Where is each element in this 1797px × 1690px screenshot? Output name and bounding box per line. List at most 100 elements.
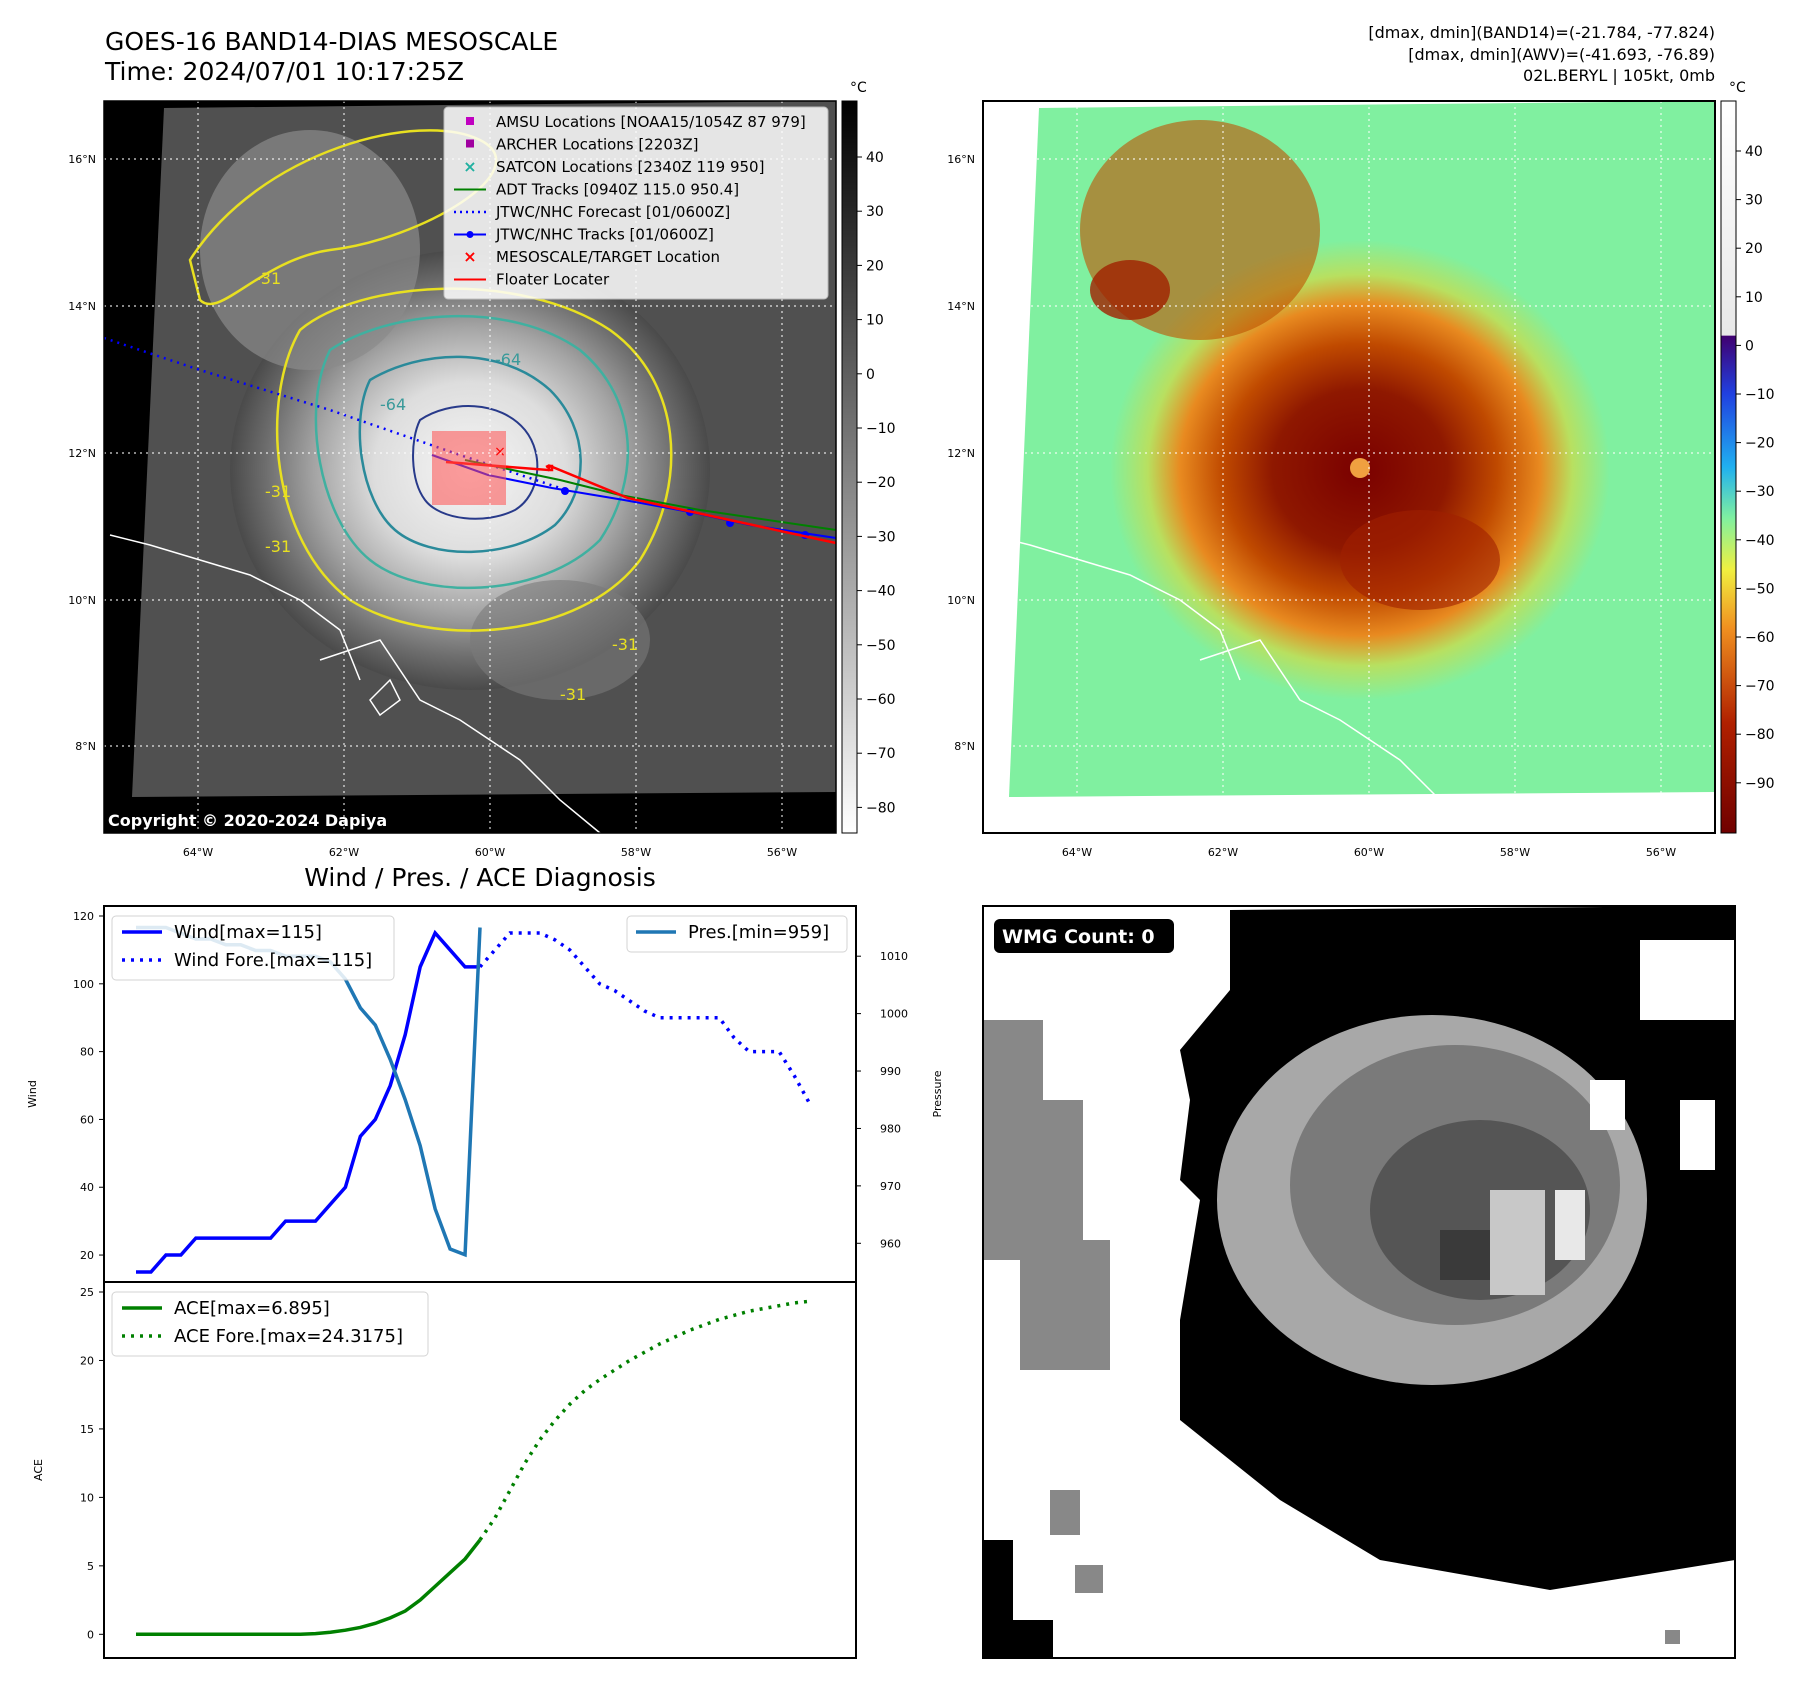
colorbar-tick-label: −70	[1745, 679, 1775, 695]
colorbar-tick-label: 30	[1745, 193, 1763, 209]
series-line	[136, 1538, 482, 1637]
lat-label: 14°N	[947, 300, 975, 313]
legend-label: JTWC/NHC Forecast [01/0600Z]	[495, 203, 730, 221]
legend-label: Floater Locater	[496, 271, 610, 289]
wind-pressure-chart: 20 40 60 80 100 120 960 970 980 990 1000 1010 Wind[m…	[26, 905, 944, 1283]
lon-label: 62°W	[1208, 846, 1238, 859]
pressure-axis-label: Pressure	[931, 1070, 944, 1117]
legend-entry: AMSU Locations [NOAA15/1054Z 87 979]	[466, 113, 806, 131]
lon-label: 60°W	[1354, 846, 1384, 859]
info-line2: [dmax, dmin](AWV)=(-41.693, -76.89)	[1408, 45, 1715, 64]
lon-label: 62°W	[329, 846, 359, 859]
lon-label: 60°W	[475, 846, 505, 859]
lon-label: 58°W	[1500, 846, 1530, 859]
colorbar-gray-unit: °C	[850, 80, 867, 96]
info-line1: [dmax, dmin](BAND14)=(-21.784, -77.824)	[1368, 23, 1715, 42]
y-tick-label: 10	[80, 1491, 94, 1504]
y2-tick-label: 1000	[880, 1008, 908, 1021]
lat-label: 8°N	[954, 740, 975, 753]
lat-label: 10°N	[68, 594, 96, 607]
colorbar-tick-label: −50	[866, 638, 896, 654]
colorbar-tick-label: −60	[866, 692, 896, 708]
y-tick-label: 80	[80, 1046, 94, 1059]
y-tick-label: 5	[87, 1560, 94, 1573]
legend-label: AMSU Locations [NOAA15/1054Z 87 979]	[496, 113, 806, 131]
legend-marker-dot	[466, 231, 474, 238]
lat-label: 12°N	[68, 447, 96, 460]
colorbar-tick-label: −20	[1745, 436, 1775, 452]
colorbar-tick-label: −10	[866, 421, 896, 437]
y-tick-label: 60	[80, 1113, 94, 1126]
colorbar-tick-label: 0	[866, 367, 875, 383]
legend-marker-square	[466, 117, 474, 125]
contour-label: -31	[612, 635, 638, 654]
ts-title: Wind / Pres. / ACE Diagnosis	[304, 863, 656, 892]
legend-entry: JTWC/NHC Tracks [01/0600Z]	[454, 226, 714, 244]
colorbar-tick-label: 40	[1745, 144, 1763, 160]
contour-label: -31	[265, 537, 291, 556]
colorbar-gray: °C 40 30 20 10 0 −10 −20 −30 −40 −50 −60 −70 −80	[841, 80, 896, 834]
wmg-count-label: WMG Count: 0	[1002, 926, 1155, 948]
colorbar-tick-label: −40	[1745, 533, 1775, 549]
lon-label: 58°W	[621, 846, 651, 859]
colorbar-tick-label: −30	[866, 529, 896, 545]
colorbar-tick-label: 30	[866, 204, 884, 220]
y2-tick-label: 990	[880, 1065, 901, 1078]
colorbar-tick-label: −30	[1745, 484, 1775, 500]
legend-label: ADT Tracks [0940Z 115.0 950.4]	[496, 181, 739, 199]
info-line3: 02L.BERYL | 105kt, 0mb	[1523, 66, 1715, 85]
y2-tick-label: 970	[880, 1180, 901, 1193]
legend-label: ARCHER Locations [2203Z]	[496, 136, 699, 154]
wind-legend: Wind[max=115] Wind Fore.[max=115]	[111, 915, 395, 981]
lat-label: 16°N	[68, 153, 96, 166]
legend-entry: × MESOSCALE/TARGET Location	[463, 247, 720, 266]
y-tick-label: 25	[80, 1286, 94, 1299]
lon-label: 56°W	[767, 846, 797, 859]
lon-label: 64°W	[1062, 846, 1092, 859]
colorbar-tick-label: −80	[866, 800, 896, 816]
series-line	[136, 929, 480, 1274]
legend-marker-square	[466, 139, 474, 148]
legend-entry: Floater Locater	[454, 271, 610, 289]
contour-label: -31	[560, 685, 586, 704]
legend-entry: ADT Tracks [0940Z 115.0 950.4]	[454, 181, 739, 199]
colorbar-tick-label: −70	[866, 746, 896, 762]
legend-entry: ARCHER Locations [2203Z]	[466, 136, 699, 154]
colorbar-color: °C 40 30 20 10 0 −10 −20 −30 −40 −50 −60 −70 −80 −90	[1720, 80, 1775, 834]
legend-label: Pres.[min=959]	[688, 922, 829, 943]
y2-tick-label: 980	[880, 1122, 901, 1135]
colorbar-tick-label: 40	[866, 150, 884, 166]
legend-entry: JTWC/NHC Forecast [01/0600Z]	[454, 203, 730, 221]
colorbar-color-unit: °C	[1729, 80, 1746, 96]
lat-label: 8°N	[75, 740, 96, 753]
legend-label: JTWC/NHC Tracks [01/0600Z]	[495, 226, 714, 244]
colorbar-tick-label: −50	[1745, 581, 1775, 597]
y-tick-label: 40	[80, 1181, 94, 1194]
colorbar-tick-label: −40	[866, 584, 896, 600]
y-tick-label: 100	[73, 978, 94, 991]
colorbar-tick-label: −90	[1745, 776, 1775, 792]
map-ir-color	[982, 100, 1716, 834]
lon-label: 56°W	[1646, 846, 1676, 859]
colorbar-tick-label: 20	[1745, 241, 1763, 257]
contour-label: -31	[255, 269, 281, 288]
legend-marker-x: ×	[463, 247, 476, 266]
map-legend: AMSU Locations [NOAA15/1054Z 87 979] ARCH…	[443, 106, 829, 300]
legend-label: MESOSCALE/TARGET Location	[496, 248, 720, 266]
lat-label: 10°N	[947, 594, 975, 607]
legend-label: Wind Fore.[max=115]	[174, 950, 372, 971]
wmg-panel: WMG Count: 0	[982, 905, 1736, 1659]
y2-tick-label: 1010	[880, 950, 908, 963]
svg-text:×: ×	[494, 444, 506, 460]
y-tick-label: 20	[80, 1249, 94, 1262]
legend-entry: × SATCON Locations [2340Z 119 950]	[463, 157, 764, 176]
legend-label: ACE Fore.[max=24.3175]	[174, 1326, 403, 1347]
legend-label: ACE[max=6.895]	[174, 1298, 330, 1319]
colorbar-tick-label: 10	[866, 313, 884, 329]
y-tick-label: 15	[80, 1423, 94, 1436]
colorbar-tick-label: −60	[1745, 630, 1775, 646]
legend-marker-x: ×	[463, 157, 476, 176]
y-tick-label: 20	[80, 1354, 94, 1367]
ace-chart: 0 5 10 15 20 25 ACE[max=6.895] ACE Fore.[max=24…	[32, 1281, 857, 1659]
